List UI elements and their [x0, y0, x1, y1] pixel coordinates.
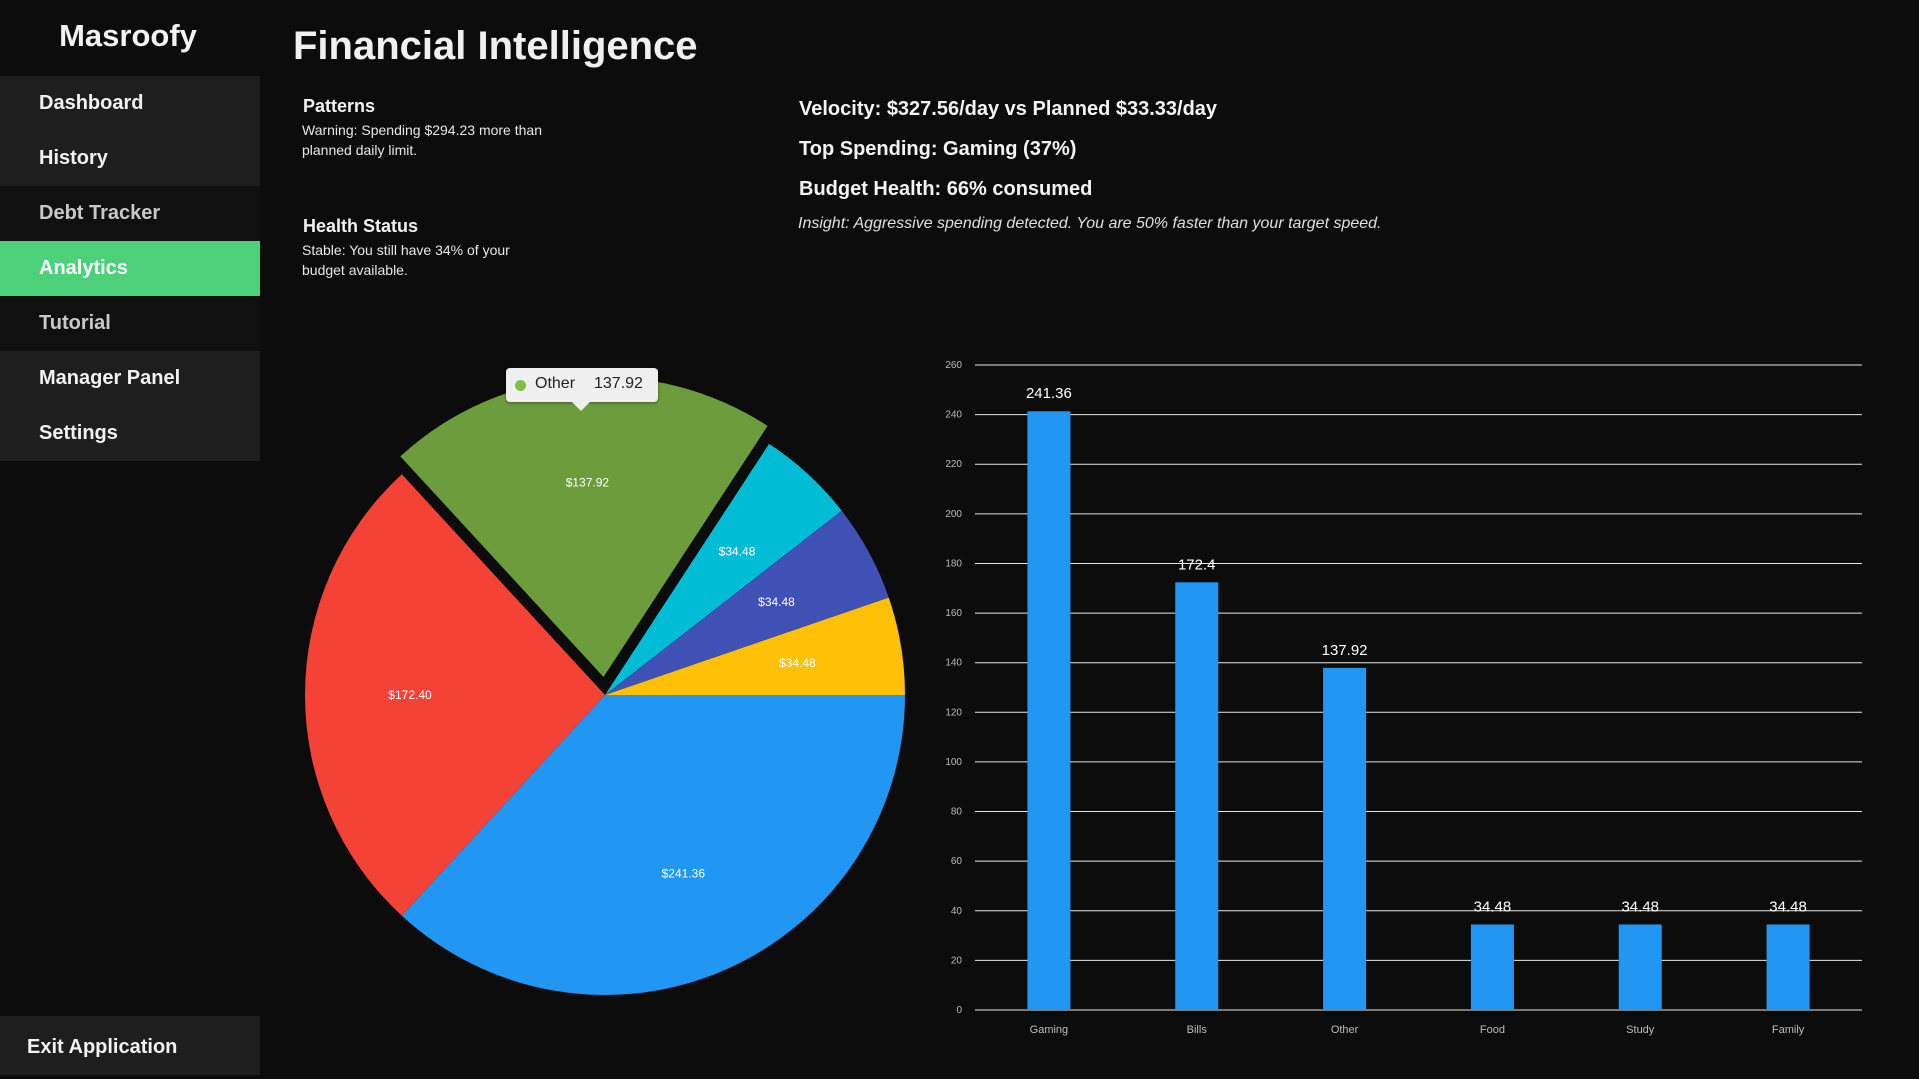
y-tick-label: 240: [945, 410, 962, 421]
x-tick-label-study: Study: [1626, 1024, 1655, 1036]
sidebar-item-settings[interactable]: Settings: [39, 422, 118, 444]
pie-slice-gaming[interactable]: [401, 695, 905, 995]
sidebar-nav: Dashboard History Debt Tracker Analytics…: [0, 76, 260, 461]
x-tick-label-other: Other: [1331, 1024, 1359, 1036]
bar-bills[interactable]: [1175, 582, 1219, 1010]
y-tick-label: 260: [945, 360, 962, 371]
pie-chart: $241.36 $172.40 $137.92 $34.48 $34.48 $34.48: [305, 377, 905, 995]
sidebar-item-analytics[interactable]: Analytics: [0, 241, 260, 296]
pie-label-study: $34.48: [758, 595, 795, 609]
y-tick-label: 100: [945, 757, 962, 768]
pie-slice-other[interactable]: [400, 377, 768, 678]
bar-value-label-other: 137.92: [1322, 642, 1368, 659]
pie-label-gaming: $241.36: [662, 867, 706, 881]
x-tick-label-gaming: Gaming: [1030, 1024, 1069, 1036]
top-spending-stat: Top Spending: Gaming (37%): [799, 138, 1077, 160]
bar-other[interactable]: [1323, 667, 1367, 1010]
y-tick-label: 0: [956, 1005, 962, 1016]
bar-gaming[interactable]: [1027, 411, 1071, 1010]
pie-tooltip: Other 137.92: [506, 368, 658, 411]
bar-food[interactable]: [1470, 924, 1514, 1010]
pie-slice-study[interactable]: [605, 510, 889, 695]
sidebar: Masroofy Dashboard History Debt Tracker …: [0, 0, 260, 1075]
sidebar-item-tutorial[interactable]: Tutorial: [0, 296, 260, 351]
y-tick-label: 40: [951, 906, 963, 917]
velocity-stat: Velocity: $327.56/day vs Planned $33.33/…: [799, 98, 1218, 120]
sidebar-item-debt-tracker[interactable]: Debt Tracker: [0, 186, 260, 241]
y-tick-label: 180: [945, 558, 962, 569]
tooltip-label: Other: [535, 375, 576, 392]
sidebar-item-dashboard[interactable]: Dashboard: [39, 92, 144, 114]
x-tick-label-family: Family: [1772, 1024, 1805, 1036]
insight-text: Insight: Aggressive spending detected. Y…: [798, 215, 1382, 232]
tooltip-value: 137.92: [594, 375, 643, 392]
tooltip-color-dot: [515, 380, 526, 391]
y-tick-label: 120: [945, 707, 962, 718]
pie-label-other: $137.92: [566, 476, 610, 490]
bar-value-label-gaming: 241.36: [1026, 385, 1072, 402]
app-title: Masroofy: [59, 18, 197, 53]
y-tick-label: 80: [951, 807, 963, 818]
pie-label-food: $34.48: [719, 545, 756, 559]
budget-health-stat: Budget Health: 66% consumed: [799, 178, 1093, 200]
pie-slice-bills[interactable]: [305, 474, 605, 916]
x-tick-label-bills: Bills: [1187, 1024, 1208, 1036]
bar-value-label-study: 34.48: [1621, 898, 1659, 915]
y-tick-label: 140: [945, 658, 962, 669]
bar-study[interactable]: [1618, 924, 1662, 1010]
bar-value-label-food: 34.48: [1474, 898, 1512, 915]
bar-family[interactable]: [1766, 924, 1810, 1010]
page-title: Financial Intelligence: [293, 24, 698, 68]
bar-value-label-bills: 172.4: [1178, 556, 1216, 573]
y-tick-label: 200: [945, 509, 962, 520]
patterns-text: Warning: Spending $294.23 more than plan…: [302, 122, 542, 158]
exit-application-button[interactable]: Exit Application: [0, 1016, 260, 1075]
pie-label-family: $34.48: [779, 656, 816, 670]
health-status-title: Health Status: [303, 216, 419, 236]
pie-slice-food[interactable]: [605, 443, 842, 695]
sidebar-item-history[interactable]: History: [39, 147, 108, 169]
x-tick-label-food: Food: [1480, 1024, 1505, 1036]
y-tick-label: 60: [951, 856, 963, 867]
y-tick-label: 220: [945, 459, 962, 470]
pie-slice-family[interactable]: [605, 597, 905, 695]
patterns-title: Patterns: [303, 96, 376, 116]
bar-value-label-family: 34.48: [1769, 898, 1807, 915]
y-tick-label: 160: [945, 608, 962, 619]
pie-label-bills: $172.40: [388, 688, 432, 702]
y-tick-label: 20: [951, 955, 963, 966]
health-status-text: Stable: You still have 34% of your budge…: [302, 242, 510, 278]
sidebar-item-manager-panel[interactable]: Manager Panel: [39, 367, 181, 389]
